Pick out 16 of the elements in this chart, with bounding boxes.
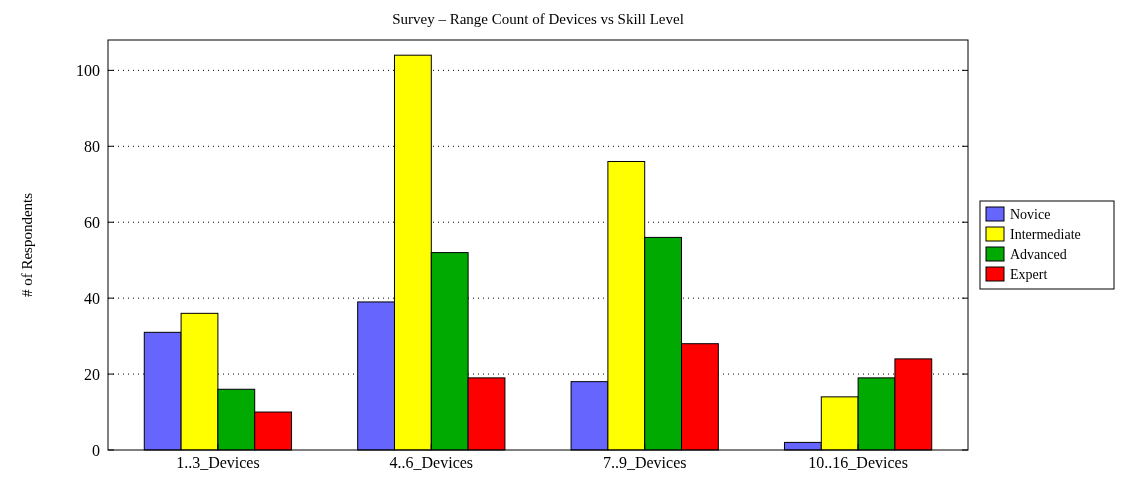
x-tick-label: 7..9_Devices — [602, 454, 687, 471]
x-tick-label: 10..16_Devices — [808, 454, 908, 471]
legend-label: Intermediate — [1010, 226, 1081, 242]
y-tick-label: 60 — [84, 213, 100, 231]
legend-label: Advanced — [1010, 246, 1067, 262]
y-tick-label: 40 — [84, 289, 100, 307]
y-tick-label: 0 — [92, 441, 100, 459]
legend-label: Expert — [1010, 266, 1048, 282]
y-tick-label: 100 — [76, 61, 100, 79]
y-tick-label: 20 — [84, 365, 100, 383]
legend-label: Novice — [1010, 206, 1051, 222]
x-tick-label: 1..3_Devices — [176, 454, 260, 471]
chart-title: Survey – Range Count of Devices vs Skill Level — [392, 11, 684, 27]
x-tick-label: 4..6_Devices — [389, 454, 474, 471]
y-tick-label: 80 — [84, 137, 100, 155]
y-axis-title: # of Respondents — [19, 192, 35, 298]
